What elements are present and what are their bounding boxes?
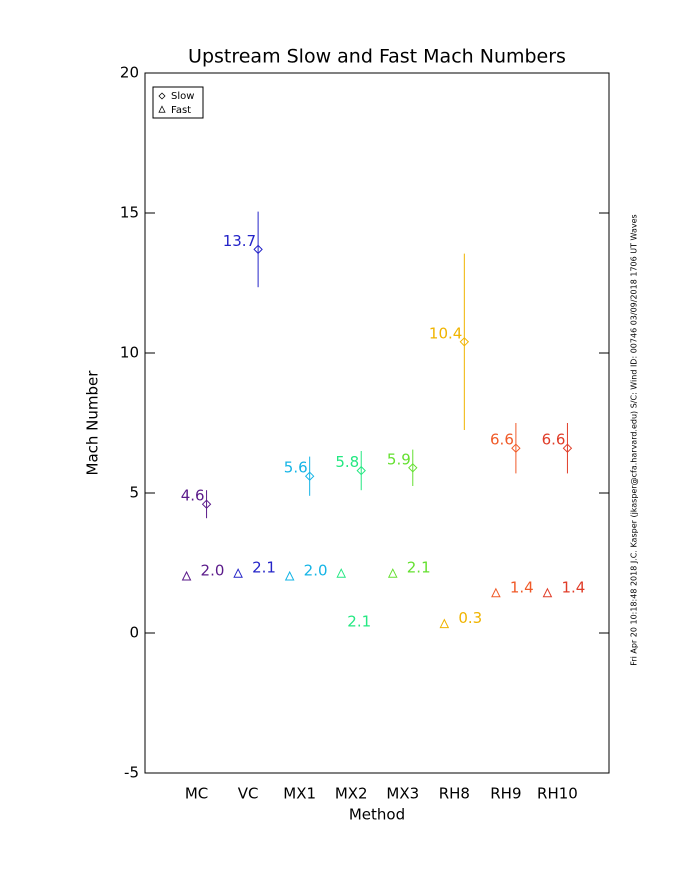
slow-marker [562, 443, 573, 453]
fast-marker [181, 570, 192, 581]
y-tick-label: 10 [120, 344, 139, 362]
value-label: 0.3 [458, 609, 482, 627]
fast-marker [233, 568, 243, 578]
value-label: 5.8 [335, 453, 359, 471]
footnote: Fri Apr 20 10:18:48 2018 J.C. Kasper (jk… [630, 214, 639, 665]
legend-marker [158, 105, 166, 113]
slow-marker [356, 465, 366, 476]
legend-label: Fast [171, 105, 191, 116]
legend-marker [158, 92, 166, 100]
x-tick-label: VC [238, 785, 259, 803]
y-tick-label: 0 [129, 624, 139, 642]
fast-marker [439, 618, 450, 629]
value-label: 5.6 [284, 459, 308, 477]
fast-marker [387, 568, 398, 578]
y-tick-label: 20 [120, 64, 139, 82]
value-label: 2.0 [201, 562, 225, 580]
value-label: 2.1 [407, 559, 431, 577]
x-tick-label: MC [185, 785, 208, 803]
fast-marker [491, 587, 501, 598]
value-label: 10.4 [429, 324, 462, 342]
y-axis-label: Mach Number [84, 370, 102, 476]
legend-box [152, 86, 204, 119]
fast-marker [336, 568, 347, 578]
plot-frame [144, 72, 610, 774]
y-tick-label: -5 [124, 764, 139, 782]
fast-marker [284, 570, 295, 581]
value-label: 13.7 [223, 232, 256, 250]
x-tick-label: MX1 [283, 785, 316, 803]
value-label: 2.1 [347, 613, 371, 631]
legend-label: Slow [171, 91, 194, 102]
fast-marker [542, 587, 553, 598]
y-tick-label: 5 [129, 484, 139, 502]
slow-marker [408, 463, 418, 473]
value-label: 1.4 [561, 578, 585, 596]
x-tick-label: RH8 [439, 785, 470, 803]
x-tick-label: RH9 [490, 785, 521, 803]
x-tick-label: MX2 [335, 785, 368, 803]
x-axis-label: Method [349, 806, 405, 824]
value-label: 6.6 [490, 431, 514, 449]
slow-marker [459, 337, 470, 347]
value-label: 2.0 [304, 562, 328, 580]
value-label: 6.6 [542, 431, 566, 449]
value-label: 5.9 [387, 450, 411, 468]
x-tick-label: MX3 [386, 785, 419, 803]
slow-marker [511, 443, 521, 453]
slow-marker [201, 499, 212, 509]
value-label: 2.1 [252, 559, 276, 577]
x-tick-label: RH10 [537, 785, 578, 803]
y-tick-label: 15 [120, 204, 139, 222]
value-label: 1.4 [510, 578, 534, 596]
slow-marker [253, 244, 263, 255]
value-label: 4.6 [181, 487, 205, 505]
slow-marker [304, 471, 315, 481]
chart-title: Upstream Slow and Fast Mach Numbers [188, 46, 566, 68]
